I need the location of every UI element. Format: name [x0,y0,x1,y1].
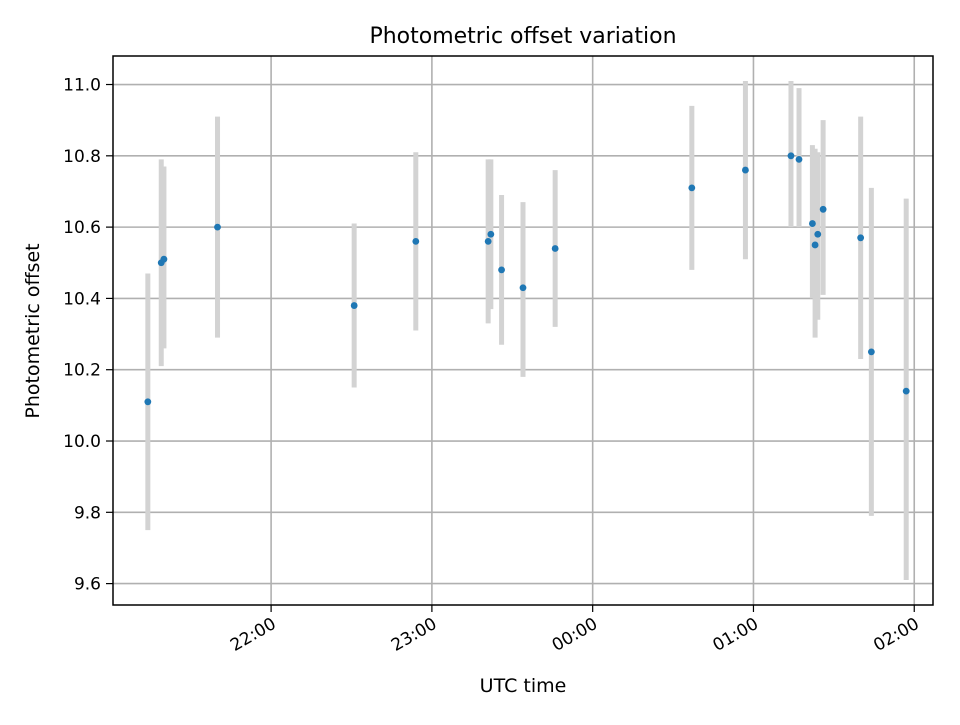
data-point [160,255,168,263]
chart-title: Photometric offset variation [369,24,676,49]
data-point-layer [144,152,910,406]
data-point [350,302,358,309]
y-tick-label: 10.0 [63,432,101,452]
data-point [867,348,875,356]
x-tick-label: 22:00 [227,614,279,656]
data-point [809,220,816,227]
y-tick-label: 10.6 [63,218,101,238]
y-tick-label: 10.2 [63,361,101,381]
plot-frame [112,55,934,606]
x-tick-label: 00:00 [549,614,601,656]
data-point [811,241,819,249]
data-point [484,237,492,245]
data-point [551,245,559,252]
x-tick-label: 23:00 [388,614,440,656]
data-point [688,184,696,192]
y-tick-label: 11.0 [63,76,101,96]
data-point [519,284,527,292]
y-tick-label: 9.8 [74,503,101,523]
x-axis-label: UTC time [480,675,567,697]
data-point [819,205,827,213]
data-point [742,166,749,174]
data-point [787,152,795,160]
data-point [795,155,803,163]
y-tick-label: 10.4 [63,289,101,309]
y-axis-label: Photometric offset [22,243,44,418]
data-point [487,230,495,238]
y-tick-label: 9.6 [74,575,101,595]
x-tick-label: 01:00 [710,614,762,656]
data-point [412,237,420,245]
data-point [498,266,505,274]
x-tick-label: 02:00 [870,614,922,656]
data-point [857,234,865,242]
data-point [814,230,822,238]
data-point [902,387,910,395]
data-point [214,223,221,231]
y-tick-label: 10.8 [63,147,101,167]
data-point [144,398,152,406]
